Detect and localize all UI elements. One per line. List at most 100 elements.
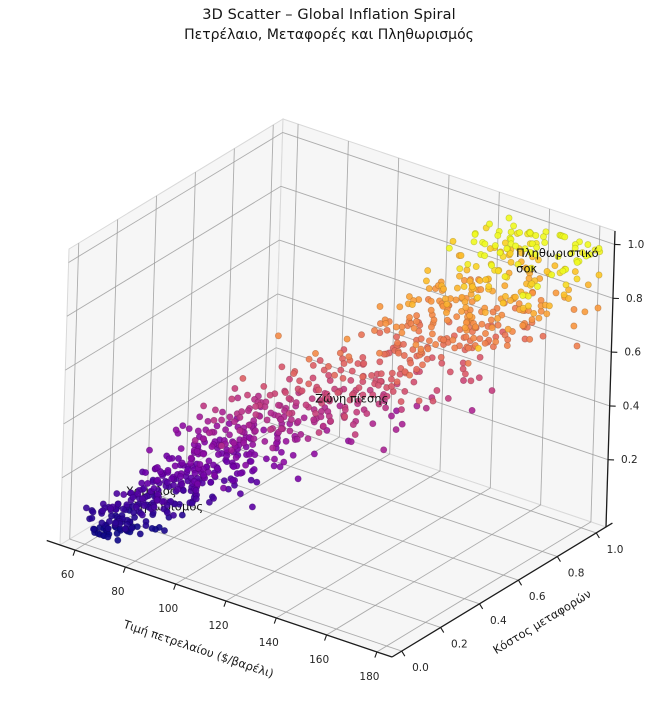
scatter-point <box>113 530 121 537</box>
scatter-point <box>496 249 504 257</box>
scatter-point <box>445 244 453 252</box>
scatter-point <box>489 308 497 316</box>
scatter-point <box>267 409 275 417</box>
scatter-point <box>501 239 509 247</box>
scatter-point <box>179 422 187 430</box>
scatter-point <box>286 427 294 435</box>
scatter-point <box>427 306 435 314</box>
scatter-point <box>468 406 476 414</box>
scatter-point <box>341 412 349 420</box>
scatter-point <box>164 466 172 474</box>
gridline <box>282 132 615 245</box>
tick-mark <box>173 583 177 590</box>
scatter-point <box>534 283 541 290</box>
scatter-point <box>516 229 524 237</box>
gridline <box>225 470 441 602</box>
scatter-point <box>437 353 445 361</box>
scatter-point <box>388 369 396 377</box>
scatter-point <box>461 324 469 332</box>
scatter-point <box>369 391 377 399</box>
scatter-point <box>482 330 489 337</box>
gridline <box>125 436 340 568</box>
tick-mark <box>595 532 600 539</box>
gridline <box>263 124 274 421</box>
scatter-point <box>382 320 390 327</box>
scatter-point <box>294 417 302 425</box>
scatter-point <box>226 431 233 439</box>
scatter-point <box>278 363 286 371</box>
scatter-point <box>290 370 298 378</box>
scatter-point <box>289 451 297 459</box>
scatter-point <box>486 245 494 253</box>
scatter-point <box>138 511 146 519</box>
axis-lines <box>46 230 616 658</box>
scatter-point <box>456 272 463 280</box>
scatter-point <box>226 413 234 421</box>
scatter-point <box>528 240 536 248</box>
tick-mark <box>517 579 523 586</box>
annotation-text: σοκ <box>516 261 537 275</box>
y-tick-label: 0.2 <box>451 638 468 650</box>
scatter-point <box>494 315 502 322</box>
scatter-point <box>552 289 560 297</box>
scatter-point <box>240 439 248 447</box>
scatter-point <box>488 387 496 395</box>
scatter-point <box>551 262 559 270</box>
scatter-point <box>474 344 482 352</box>
scatter-point <box>383 326 391 334</box>
scatter-point <box>424 267 432 275</box>
gridline <box>65 239 280 371</box>
scatter-point <box>410 378 418 386</box>
scatter-point <box>394 339 401 347</box>
scatter-point <box>442 309 450 317</box>
scatter-point <box>172 426 180 434</box>
scatter-point <box>406 313 413 321</box>
scatter-point <box>393 333 401 341</box>
x-tick-label: 60 <box>61 569 74 581</box>
scatter-point <box>178 481 186 488</box>
scatter-point <box>407 359 415 367</box>
scatter-point <box>433 387 441 394</box>
scatter-point <box>305 380 313 388</box>
scatter-point <box>346 396 354 404</box>
scatter-point <box>228 446 235 454</box>
tick-mark <box>122 566 126 573</box>
scatter-point <box>481 339 489 347</box>
scatter-point <box>129 493 137 501</box>
scatter-point <box>302 401 310 409</box>
scatter-point <box>184 466 192 474</box>
y-axis-line <box>391 522 613 658</box>
scatter-point <box>570 306 578 313</box>
scatter-point <box>376 358 384 366</box>
scatter-point <box>163 509 171 517</box>
scatter-point <box>470 334 478 342</box>
scatter-point <box>501 292 509 300</box>
scatter-point <box>505 214 513 222</box>
scatter-point <box>174 485 182 493</box>
scatter-point <box>494 321 502 329</box>
scatter-point <box>504 325 512 333</box>
scatter-point <box>309 361 317 369</box>
scatter-point <box>393 378 401 386</box>
scatter-point <box>476 277 484 285</box>
scatter-point <box>554 253 562 261</box>
scatter-point <box>504 336 512 344</box>
scatter-point <box>234 394 242 402</box>
x-tick-label: 140 <box>259 637 279 649</box>
scatter-point <box>398 406 405 414</box>
tick-mark <box>223 600 227 607</box>
scatter-point <box>485 282 493 290</box>
scatter-point <box>220 484 227 492</box>
scatter-point <box>506 249 514 257</box>
scatter-point <box>229 476 237 484</box>
scatter-point <box>312 409 319 417</box>
scatter-point <box>412 341 420 349</box>
scatter-point <box>422 404 430 412</box>
tick-labels: 60 80 100 120 140 160 180 0.0 0.2 0.4 0.6 0.8 1.0 0.2… <box>61 239 644 683</box>
gridline <box>108 219 119 516</box>
scatter-point <box>453 284 461 292</box>
scatter-point <box>545 302 553 310</box>
scatter-point <box>230 463 238 471</box>
scatter-point <box>252 427 259 435</box>
scatter-point <box>573 342 581 350</box>
